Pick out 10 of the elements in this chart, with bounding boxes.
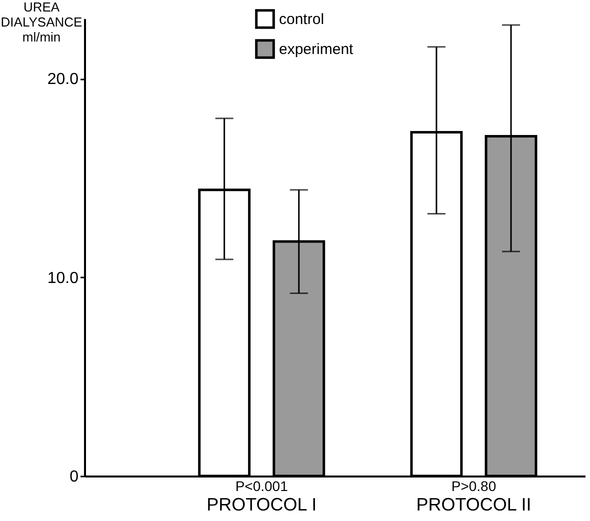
x-tick-label: PROTOCOL I xyxy=(206,494,317,514)
y-axis-title: UREA DIALYSANCE ml/min xyxy=(0,0,83,44)
y-tick-label: 20.0 xyxy=(47,71,79,88)
x-tick-label: PROTOCOL II xyxy=(416,494,532,514)
y-tick-label: 10.0 xyxy=(47,270,79,287)
text: P>0.80 xyxy=(451,478,496,494)
legend-label: control xyxy=(279,11,324,28)
y-tick-label: 0 xyxy=(70,468,79,486)
text: P<0.001 xyxy=(235,478,288,494)
legend-label: experiment xyxy=(279,41,354,58)
